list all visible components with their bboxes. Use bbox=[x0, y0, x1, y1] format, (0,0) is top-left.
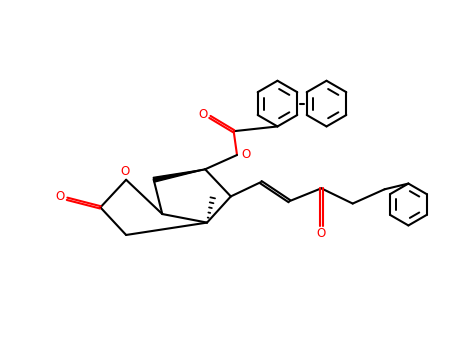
Text: O: O bbox=[121, 165, 130, 178]
Text: O: O bbox=[56, 190, 65, 203]
Text: O: O bbox=[317, 226, 326, 239]
Polygon shape bbox=[153, 169, 205, 182]
Text: O: O bbox=[241, 148, 250, 161]
Text: O: O bbox=[198, 108, 207, 121]
